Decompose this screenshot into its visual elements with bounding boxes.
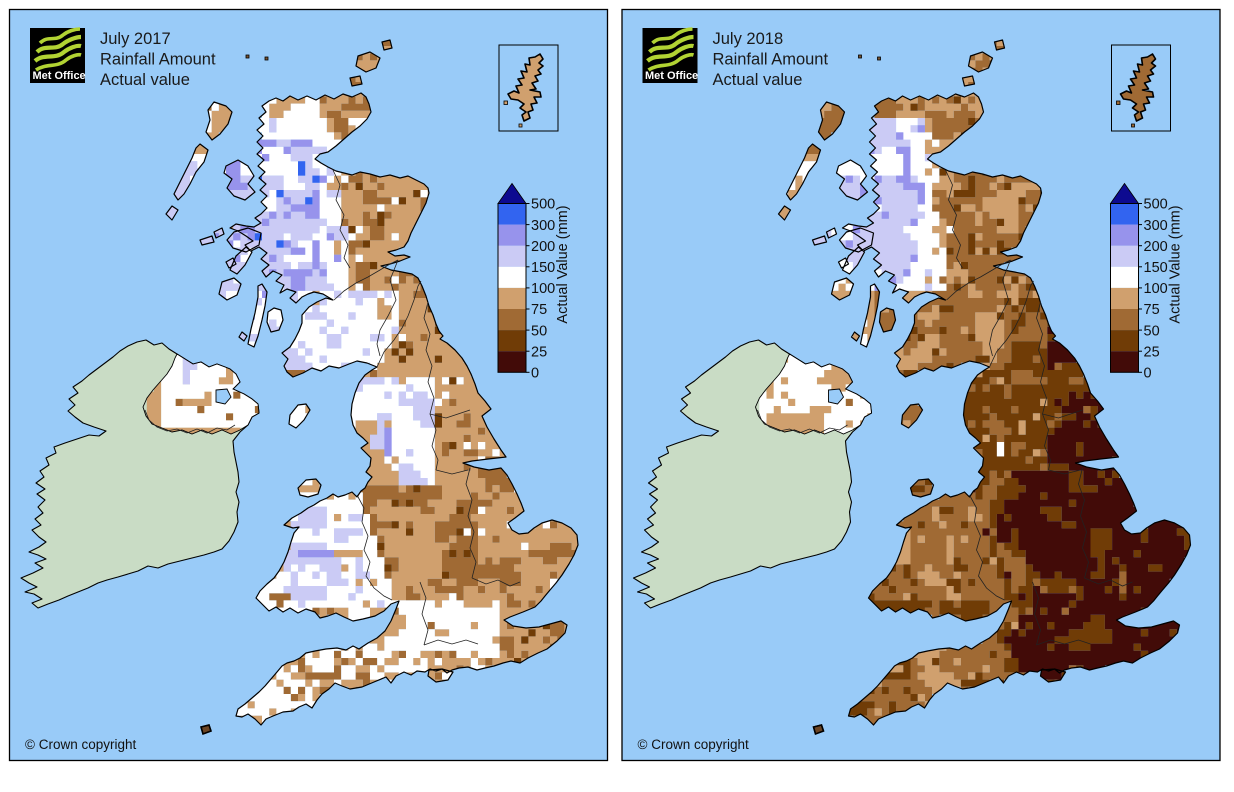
svg-text:Actual value: Actual value (100, 71, 190, 89)
svg-text:Actual Value (mm): Actual Value (mm) (555, 205, 571, 323)
svg-text:25: 25 (531, 344, 547, 360)
svg-text:Actual Value (mm): Actual Value (mm) (1168, 205, 1184, 323)
svg-text:300: 300 (531, 218, 555, 234)
svg-text:75: 75 (531, 302, 547, 318)
svg-text:200: 200 (1144, 239, 1168, 255)
svg-text:50: 50 (531, 323, 547, 339)
svg-text:Actual value: Actual value (713, 71, 803, 89)
svg-text:150: 150 (1144, 260, 1168, 276)
svg-text:50: 50 (1144, 323, 1160, 339)
svg-text:150: 150 (531, 260, 555, 276)
svg-text:500: 500 (1144, 197, 1168, 213)
svg-text:200: 200 (531, 239, 555, 255)
svg-text:© Crown copyright: © Crown copyright (25, 737, 136, 752)
svg-text:Rainfall Amount: Rainfall Amount (100, 51, 216, 69)
svg-text:100: 100 (531, 281, 555, 297)
svg-text:25: 25 (1144, 344, 1160, 360)
svg-text:0: 0 (1144, 366, 1152, 382)
svg-text:Met Office: Met Office (645, 70, 698, 82)
svg-text:500: 500 (531, 197, 555, 213)
svg-text:300: 300 (1144, 218, 1168, 234)
svg-text:© Crown copyright: © Crown copyright (638, 737, 749, 752)
svg-text:100: 100 (1144, 281, 1168, 297)
svg-text:Rainfall Amount: Rainfall Amount (713, 51, 829, 69)
svg-text:July 2018: July 2018 (713, 30, 784, 48)
svg-text:Met Office: Met Office (33, 70, 86, 82)
svg-text:75: 75 (1144, 302, 1160, 318)
svg-text:0: 0 (531, 366, 539, 382)
svg-text:July 2017: July 2017 (100, 30, 171, 48)
